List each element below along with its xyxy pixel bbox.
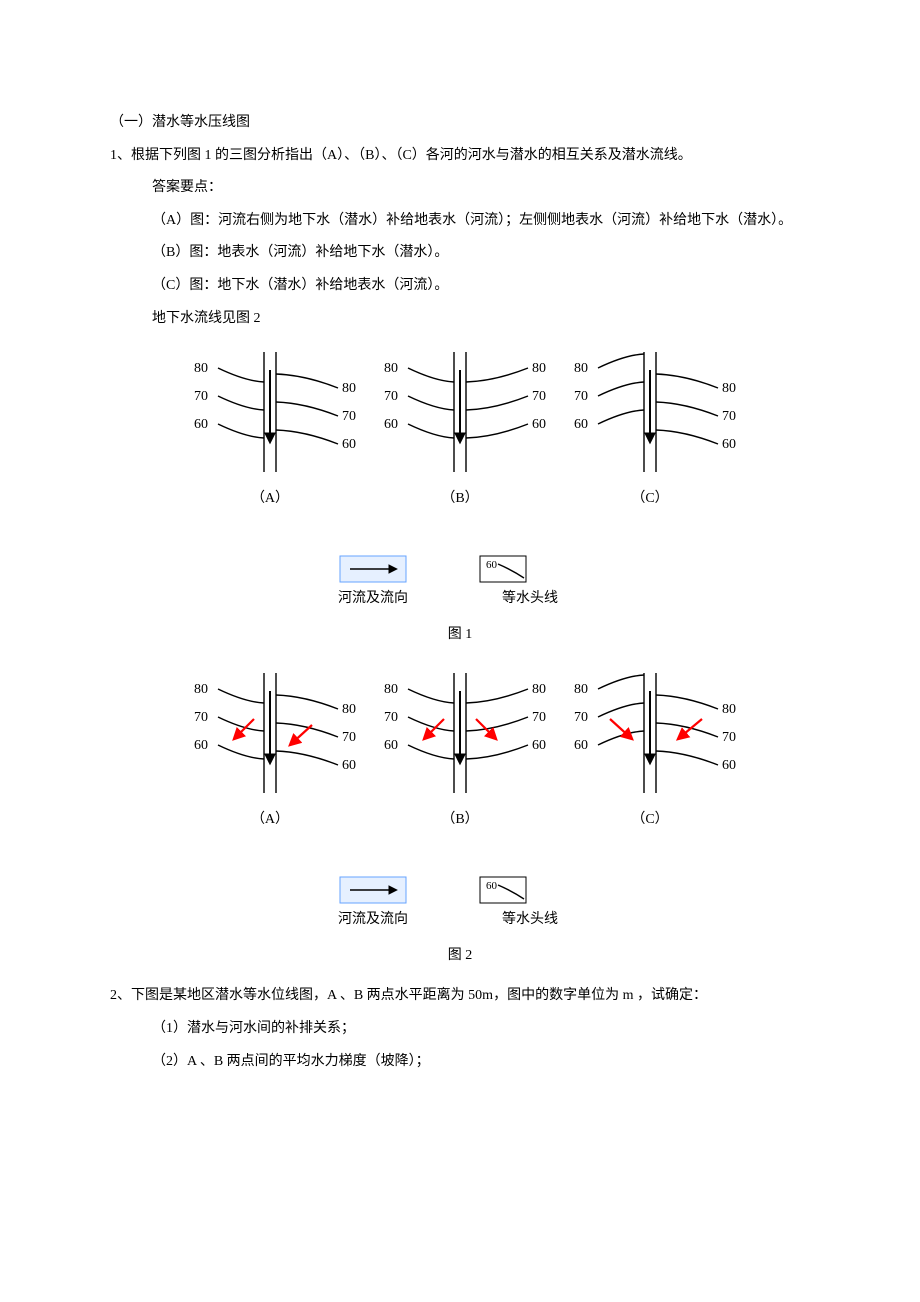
figure-2-caption: 图 2: [110, 943, 810, 970]
svg-text:60: 60: [532, 738, 546, 753]
svg-text:60: 60: [384, 417, 398, 432]
svg-text:（A）: （A）: [251, 490, 289, 506]
figure-2-legend: 河流及流向 60 等水头线: [110, 873, 810, 937]
svg-text:60: 60: [574, 417, 588, 432]
svg-text:70: 70: [194, 389, 208, 404]
figure-1: 80 70 60 80 70 60 （A） 80 70 60 80 70 60 （B） 80 70 60 80 70…: [110, 342, 810, 542]
svg-text:70: 70: [384, 389, 398, 404]
svg-text:70: 70: [194, 710, 208, 725]
svg-text:等水头线: 等水头线: [502, 589, 558, 606]
svg-text:60: 60: [722, 758, 736, 773]
q1-ans-a: （A）图：河流右侧为地下水（潜水）补给地表水（河流）；左侧侧地表水（河流）补给地…: [110, 208, 810, 235]
svg-text:80: 80: [384, 361, 398, 376]
svg-text:80: 80: [574, 361, 588, 376]
svg-text:等水头线: 等水头线: [502, 910, 558, 927]
svg-text:60: 60: [486, 559, 498, 571]
svg-text:70: 70: [532, 389, 546, 404]
svg-text:70: 70: [384, 710, 398, 725]
svg-text:80: 80: [342, 381, 356, 396]
svg-text:70: 70: [342, 409, 356, 424]
q1-prompt: 1、根据下列图 1 的三图分析指出（A）、（B）、（C）各河的河水与潜水的相互关…: [110, 143, 810, 170]
svg-text:80: 80: [194, 361, 208, 376]
svg-text:60: 60: [532, 417, 546, 432]
figure-1-caption: 图 1: [110, 622, 810, 649]
q2-prompt: 2、下图是某地区潜水等水位线图，A 、B 两点水平距离为 50m，图中的数字单位…: [110, 983, 810, 1010]
svg-text:60: 60: [722, 437, 736, 452]
q1-ans-c: （C）图：地下水（潜水）补给地表水（河流）。: [110, 273, 810, 300]
section-title: （一）潜水等水压线图: [110, 110, 810, 137]
svg-text:80: 80: [722, 702, 736, 717]
svg-text:60: 60: [384, 738, 398, 753]
svg-text:（C）: （C）: [631, 811, 668, 827]
q2-sub1: （1）潜水与河水间的补排关系；: [110, 1016, 810, 1043]
figure-1-legend: 河流及流向 60 等水头线: [110, 552, 810, 616]
svg-text:70: 70: [532, 710, 546, 725]
q2-sub2: （2）A 、B 两点间的平均水力梯度（坡降）；: [110, 1049, 810, 1076]
svg-text:70: 70: [722, 409, 736, 424]
q1-ans-b: （B）图：地表水（河流）补给地下水（潜水）。: [110, 240, 810, 267]
svg-text:70: 70: [574, 710, 588, 725]
svg-text:（C）: （C）: [631, 490, 668, 506]
svg-text:河流及流向: 河流及流向: [338, 911, 408, 927]
svg-text:70: 70: [342, 730, 356, 745]
svg-text:60: 60: [194, 738, 208, 753]
figure-2: 80 70 60 80 70 60 （A） 80 70 60 80 70 60 （B） 80 70 60 80 70…: [110, 663, 810, 863]
svg-text:80: 80: [532, 682, 546, 697]
svg-text:60: 60: [342, 758, 356, 773]
svg-text:80: 80: [722, 381, 736, 396]
svg-text:60: 60: [194, 417, 208, 432]
q1-answer-label: 答案要点：: [110, 175, 810, 202]
svg-text:（B）: （B）: [441, 811, 478, 827]
svg-text:80: 80: [574, 682, 588, 697]
svg-text:（A）: （A）: [251, 811, 289, 827]
svg-text:70: 70: [574, 389, 588, 404]
q1-flowline-note: 地下水流线见图 2: [110, 306, 810, 333]
svg-text:河流及流向: 河流及流向: [338, 590, 408, 606]
svg-text:80: 80: [532, 361, 546, 376]
svg-text:60: 60: [486, 880, 498, 892]
svg-text:80: 80: [384, 682, 398, 697]
svg-text:（B）: （B）: [441, 490, 478, 506]
svg-text:60: 60: [342, 437, 356, 452]
svg-text:70: 70: [722, 730, 736, 745]
svg-text:80: 80: [342, 702, 356, 717]
svg-text:60: 60: [574, 738, 588, 753]
svg-text:80: 80: [194, 682, 208, 697]
